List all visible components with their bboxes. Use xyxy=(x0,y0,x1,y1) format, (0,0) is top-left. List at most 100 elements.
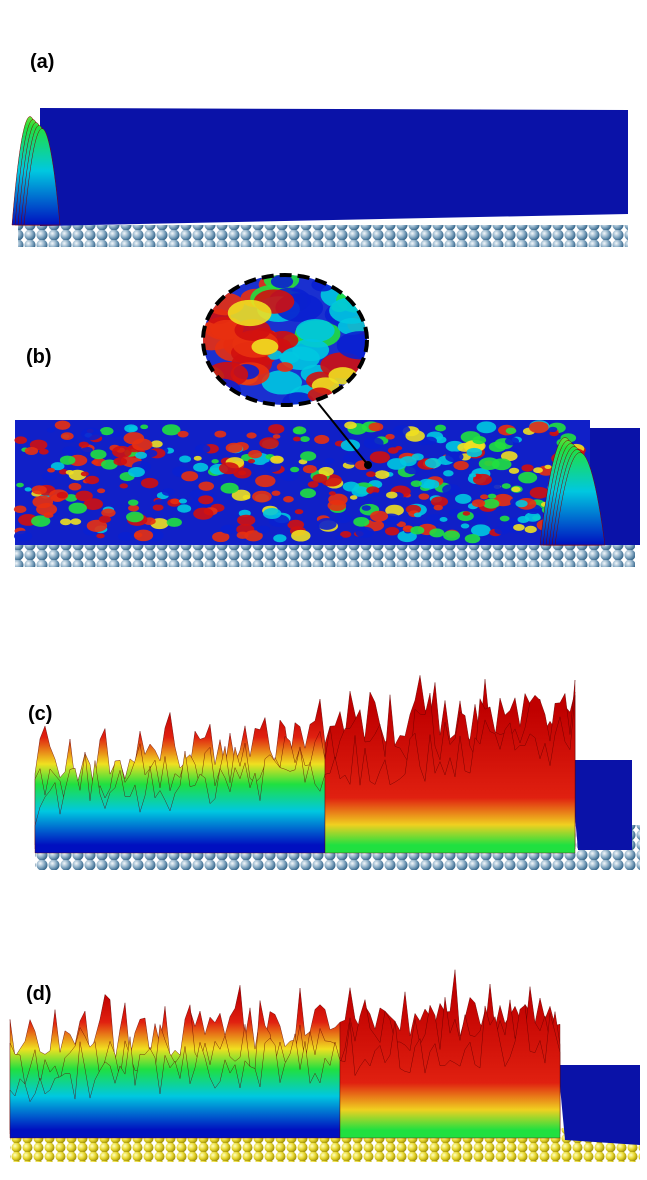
bump xyxy=(193,507,214,520)
bump xyxy=(212,531,230,543)
bump xyxy=(140,424,149,430)
bump xyxy=(193,455,202,461)
panel-label: (d) xyxy=(26,983,52,1005)
surface-left xyxy=(9,1033,341,1139)
bump xyxy=(529,486,550,499)
bump xyxy=(399,456,417,467)
bump xyxy=(370,510,389,522)
bump xyxy=(50,462,65,471)
bump xyxy=(31,485,47,495)
bump xyxy=(90,449,107,460)
bump xyxy=(404,464,421,475)
bump xyxy=(166,517,182,527)
slab xyxy=(40,108,628,226)
bump xyxy=(476,421,497,434)
bump xyxy=(68,502,87,514)
bump xyxy=(434,424,447,432)
bump xyxy=(294,509,304,515)
bump xyxy=(46,427,55,433)
bump xyxy=(98,515,112,523)
bump xyxy=(252,490,272,503)
bump xyxy=(501,483,511,489)
bump xyxy=(482,498,500,509)
bump xyxy=(445,451,464,463)
bump xyxy=(177,430,189,438)
bump xyxy=(198,481,215,491)
bump xyxy=(152,504,164,511)
bump xyxy=(38,448,49,455)
bump xyxy=(56,491,68,499)
bump xyxy=(548,426,558,433)
bump xyxy=(273,534,287,543)
peak-sheet xyxy=(23,128,61,226)
bump xyxy=(195,444,211,454)
bump xyxy=(144,449,158,458)
bump xyxy=(256,525,271,534)
bump xyxy=(140,477,159,489)
bump xyxy=(363,437,384,450)
bump xyxy=(128,467,145,478)
bump xyxy=(324,457,335,464)
atom-layer xyxy=(15,545,635,567)
surface xyxy=(34,675,576,854)
bump xyxy=(68,482,82,491)
bump xyxy=(429,528,445,538)
bump xyxy=(334,535,343,541)
bump xyxy=(14,530,33,542)
bump xyxy=(86,519,108,532)
bump xyxy=(386,491,398,499)
bump xyxy=(14,436,28,444)
bump xyxy=(533,467,543,474)
bump xyxy=(385,433,395,440)
bump xyxy=(24,446,39,456)
bump xyxy=(211,459,219,464)
bump xyxy=(365,498,373,503)
bump xyxy=(262,507,282,520)
bump xyxy=(307,481,319,488)
zoom-lens xyxy=(201,273,369,407)
bump xyxy=(462,511,471,516)
bump xyxy=(357,373,367,386)
bump xyxy=(203,291,211,303)
bump xyxy=(327,499,347,512)
bump xyxy=(405,430,425,442)
bump xyxy=(214,430,227,438)
bump xyxy=(270,455,284,464)
bump xyxy=(282,392,315,405)
surface-right xyxy=(339,1004,561,1139)
bump xyxy=(508,467,520,474)
bump xyxy=(132,438,153,451)
bump xyxy=(335,513,352,524)
panel-label: (c) xyxy=(28,703,52,725)
bump xyxy=(161,488,175,496)
bump xyxy=(128,504,140,512)
bump xyxy=(517,516,530,524)
bump xyxy=(259,437,279,450)
bump xyxy=(349,495,358,500)
bump xyxy=(75,490,93,502)
bump xyxy=(466,447,483,458)
bump xyxy=(344,421,357,429)
bump xyxy=(443,530,461,541)
bump xyxy=(328,491,336,496)
bump xyxy=(472,435,487,445)
bump xyxy=(293,429,302,434)
bump xyxy=(518,471,538,484)
bump xyxy=(97,488,106,494)
bump xyxy=(521,464,534,472)
bump xyxy=(528,421,549,434)
bump xyxy=(154,499,164,505)
bump xyxy=(70,518,82,525)
bump xyxy=(291,529,311,542)
bump xyxy=(312,473,328,483)
bump xyxy=(128,499,139,506)
bump xyxy=(433,504,443,511)
bump xyxy=(161,424,181,436)
bump xyxy=(198,495,214,505)
bump xyxy=(499,515,510,522)
bump xyxy=(355,526,375,538)
bump xyxy=(359,380,367,391)
bump xyxy=(83,498,103,510)
bump xyxy=(460,523,470,529)
bump xyxy=(374,470,390,479)
